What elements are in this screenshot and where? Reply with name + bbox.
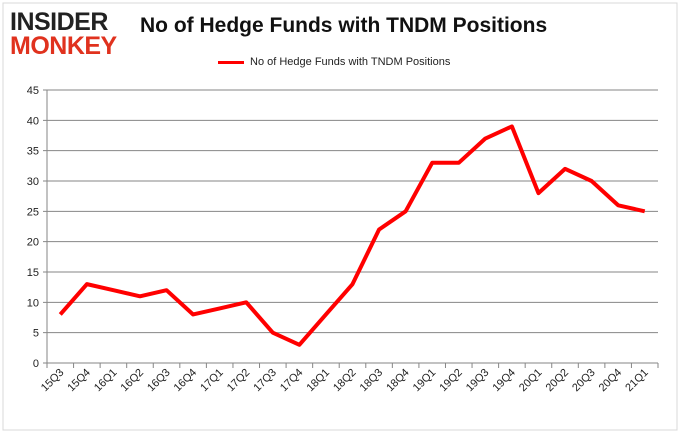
x-tick-label: 20Q2 — [544, 367, 572, 395]
x-tick-label: 17Q2 — [225, 367, 253, 395]
y-tick-label: 15 — [27, 267, 39, 279]
x-tick-label: 17Q1 — [198, 367, 226, 395]
x-tick-label: 16Q1 — [92, 367, 120, 395]
legend: No of Hedge Funds with TNDM Positions — [218, 56, 450, 68]
x-tick-label: 18Q4 — [384, 367, 412, 395]
x-tick-label: 18Q1 — [305, 367, 333, 395]
y-tick-label: 25 — [27, 206, 39, 218]
x-tick-label: 16Q2 — [119, 367, 147, 395]
x-tick-label: 19Q4 — [490, 367, 518, 395]
x-tick-label: 18Q3 — [358, 367, 386, 395]
legend-swatch — [218, 60, 244, 64]
x-tick-label: 15Q3 — [39, 367, 67, 395]
x-tick-label: 20Q1 — [517, 367, 545, 395]
x-tick-label: 19Q1 — [411, 367, 439, 395]
y-tick-label: 20 — [27, 237, 39, 249]
y-tick-label: 45 — [27, 85, 39, 97]
x-tick-label: 19Q2 — [437, 367, 465, 395]
series-line — [58, 124, 646, 347]
x-tick-label: 15Q4 — [65, 367, 93, 395]
y-tick-label: 35 — [27, 146, 39, 158]
insider-monkey-logo: INSIDER MONKEY — [8, 8, 128, 60]
x-tick-label: 16Q4 — [172, 367, 200, 395]
y-tick-label: 5 — [33, 328, 39, 340]
y-tick-label: 10 — [27, 297, 39, 309]
x-tick-label: 20Q4 — [597, 367, 625, 395]
x-tick-label: 17Q3 — [251, 367, 279, 395]
y-tick-label: 0 — [33, 358, 39, 370]
logo-line1: INSIDER — [10, 8, 108, 36]
x-tick-label: 16Q3 — [145, 367, 173, 395]
y-tick-label: 30 — [27, 176, 39, 188]
x-tick-label: 19Q3 — [464, 367, 492, 395]
x-tick-label: 17Q4 — [278, 367, 306, 395]
logo-line2: MONKEY — [10, 32, 117, 60]
y-tick-label: 40 — [27, 115, 39, 127]
legend-label: No of Hedge Funds with TNDM Positions — [250, 56, 451, 68]
x-tick-label: 18Q2 — [331, 367, 359, 395]
chart-title: No of Hedge Funds with TNDM Positions — [140, 14, 548, 37]
x-tick-label: 21Q1 — [623, 367, 651, 395]
x-tick-label: 20Q3 — [570, 367, 598, 395]
